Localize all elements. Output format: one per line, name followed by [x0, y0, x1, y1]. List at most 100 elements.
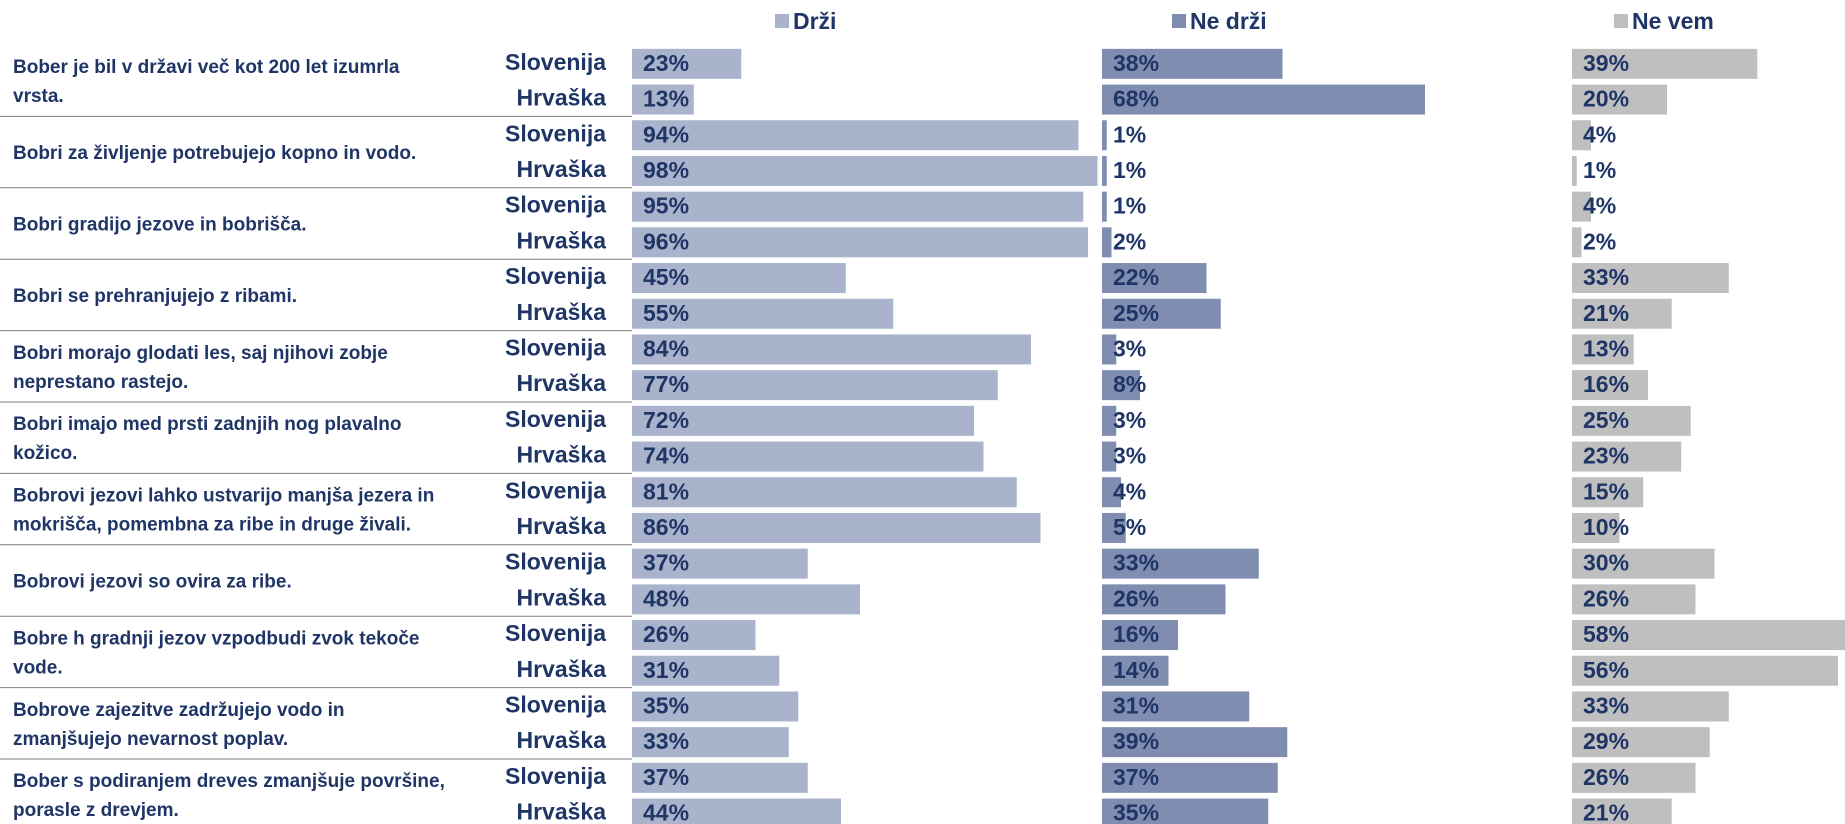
- data-label: 58%: [1583, 621, 1629, 647]
- bar-ne-drži: [1102, 441, 1117, 472]
- legend-swatch-0: [775, 14, 789, 28]
- bar-drži: [632, 798, 841, 824]
- bar-ne-drži: [1102, 405, 1117, 436]
- data-label: 23%: [1583, 443, 1629, 469]
- bar-drži: [632, 370, 998, 401]
- data-label: 5%: [1113, 514, 1146, 540]
- country-label: Hrvaška: [516, 584, 606, 610]
- data-label: 68%: [1113, 86, 1159, 112]
- data-label: 37%: [643, 550, 689, 576]
- bar-ne-vem: [1572, 441, 1682, 472]
- data-label: 33%: [643, 728, 689, 754]
- data-label: 1%: [1113, 121, 1146, 147]
- data-label: 14%: [1113, 657, 1159, 683]
- data-label: 26%: [643, 621, 689, 647]
- bar-drži: [632, 477, 1017, 508]
- statement-text: vrsta.: [13, 86, 64, 107]
- bar-drži: [632, 227, 1088, 258]
- bar-drži: [632, 655, 780, 686]
- bar-ne-drži: [1102, 548, 1259, 579]
- data-label: 77%: [643, 371, 689, 397]
- data-label: 45%: [643, 264, 689, 290]
- data-label: 20%: [1583, 86, 1629, 112]
- data-label: 86%: [643, 514, 689, 540]
- bar-ne-vem: [1572, 548, 1715, 579]
- data-label: 10%: [1583, 514, 1629, 540]
- country-label: Slovenija: [505, 620, 606, 646]
- data-label: 72%: [643, 407, 689, 433]
- bar-ne-drži: [1102, 298, 1221, 329]
- bar-ne-drži: [1102, 655, 1169, 686]
- country-label: Hrvaška: [516, 370, 606, 396]
- country-label: Hrvaška: [516, 442, 606, 468]
- bar-ne-drži: [1102, 620, 1178, 651]
- data-label: 33%: [1583, 264, 1629, 290]
- bar-drži: [632, 155, 1098, 186]
- data-label: 15%: [1583, 478, 1629, 504]
- country-label: Slovenija: [505, 334, 606, 360]
- data-label: 38%: [1113, 50, 1159, 76]
- bar-ne-vem: [1572, 405, 1691, 436]
- bar-ne-vem: [1572, 155, 1577, 186]
- statement-text: neprestano rastejo.: [13, 372, 188, 393]
- data-label: 3%: [1113, 335, 1146, 361]
- statement-text: Bobri se prehranjujejo z ribami.: [13, 286, 297, 307]
- legend-label-0: Drži: [793, 8, 836, 34]
- country-label: Hrvaška: [516, 656, 606, 682]
- bar-ne-vem: [1572, 620, 1845, 651]
- statement-text: mokrišča, pomembna za ribe in druge živa…: [13, 515, 411, 536]
- country-label: Hrvaška: [516, 299, 606, 325]
- legend-swatch-1: [1172, 14, 1186, 28]
- bar-drži: [632, 620, 756, 651]
- bar-ne-vem: [1572, 48, 1758, 79]
- bar-drži: [632, 263, 846, 294]
- data-label: 4%: [1583, 193, 1616, 219]
- bar-ne-drži: [1102, 334, 1117, 365]
- bar-drži: [632, 84, 694, 115]
- statement-text: kožico.: [13, 443, 77, 464]
- bar-ne-vem: [1572, 84, 1667, 115]
- country-label: Slovenija: [505, 549, 606, 575]
- statement-text: Bobrove zajezitve zadržujejo vodo in: [13, 700, 345, 721]
- legend-label-2: Ne vem: [1632, 8, 1714, 34]
- bar-ne-drži: [1102, 191, 1107, 222]
- data-label: 8%: [1113, 371, 1146, 397]
- bar-drži: [632, 548, 808, 579]
- bar-drži: [632, 762, 808, 793]
- data-label: 30%: [1583, 550, 1629, 576]
- data-label: 23%: [643, 50, 689, 76]
- bar-ne-vem: [1572, 477, 1644, 508]
- data-label: 3%: [1113, 407, 1146, 433]
- bar-ne-vem: [1572, 762, 1696, 793]
- statement-text: Bober je bil v državi več kot 200 let iz…: [13, 57, 400, 78]
- country-label: Slovenija: [505, 406, 606, 432]
- bar-ne-vem: [1572, 691, 1729, 722]
- data-label: 4%: [1113, 478, 1146, 504]
- data-label: 1%: [1113, 157, 1146, 183]
- data-label: 94%: [643, 121, 689, 147]
- bar-drži: [632, 441, 984, 472]
- data-label: 74%: [643, 443, 689, 469]
- country-label: Slovenija: [505, 49, 606, 75]
- statement-text: Bobri imajo med prsti zadnjih nog plaval…: [13, 414, 401, 435]
- data-label: 98%: [643, 157, 689, 183]
- data-label: 35%: [643, 692, 689, 718]
- bar-ne-vem: [1572, 227, 1582, 258]
- bar-ne-drži: [1102, 727, 1288, 758]
- data-label: 55%: [643, 300, 689, 326]
- bar-drži: [632, 120, 1079, 151]
- bar-ne-drži: [1102, 762, 1278, 793]
- data-label: 3%: [1113, 443, 1146, 469]
- data-label: 2%: [1583, 228, 1616, 254]
- data-label: 21%: [1583, 800, 1629, 824]
- bar-ne-drži: [1102, 370, 1140, 401]
- bar-ne-drži: [1102, 691, 1250, 722]
- bar-drži: [632, 298, 894, 329]
- statement-text: Bobri gradijo jezove in bobrišča.: [13, 215, 307, 236]
- bar-ne-drži: [1102, 155, 1107, 186]
- chart-rows: Bober je bil v državi več kot 200 let iz…: [0, 48, 1845, 824]
- bar-ne-drži: [1102, 584, 1226, 615]
- statement-text: Bobrovi jezovi so ovira za ribe.: [13, 572, 292, 593]
- statement-text: Bobri za življenje potrebujejo kopno in …: [13, 143, 416, 164]
